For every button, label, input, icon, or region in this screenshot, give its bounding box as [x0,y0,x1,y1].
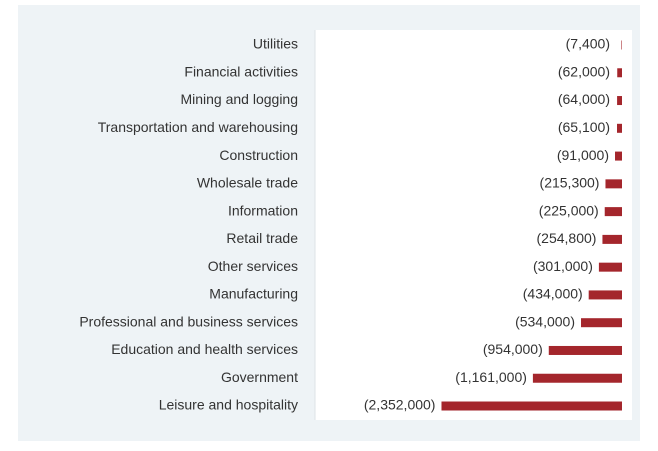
value-label: (1,161,000) [455,369,527,385]
bar [532,373,622,383]
bar [617,123,622,133]
value-label: (225,000) [539,202,599,218]
bar [604,207,622,217]
category-label: Professional and business services [79,313,298,329]
bar [441,401,622,411]
bar [602,234,622,244]
value-label: (64,000) [558,91,610,107]
bar [605,179,622,189]
category-label: Retail trade [226,230,298,246]
category-label: Mining and logging [180,91,298,107]
bar [588,290,622,300]
category-label: Leisure and hospitality [159,397,298,413]
category-label: Information [228,202,298,218]
value-label: (534,000) [515,313,575,329]
category-label: Construction [219,147,298,163]
value-label: (2,352,000) [364,397,436,413]
value-label: (301,000) [533,258,593,274]
value-label: (215,300) [540,175,600,191]
bar [617,68,622,78]
category-label: Financial activities [184,63,298,79]
category-label: Transportation and warehousing [98,119,298,135]
value-label: (434,000) [523,286,583,302]
bar [621,40,622,50]
plot-area [315,30,632,420]
category-label: Wholesale trade [197,175,298,191]
value-label: (7,400) [566,36,610,52]
bar [617,96,622,106]
value-label: (62,000) [558,63,610,79]
bar [598,262,622,272]
category-label: Government [221,369,298,385]
bar [581,318,622,328]
category-label: Education and health services [111,341,298,357]
value-label: (91,000) [557,147,609,163]
value-label: (954,000) [483,341,543,357]
bar [548,345,622,355]
value-label: (65,100) [558,119,610,135]
category-label: Other services [208,258,298,274]
category-label: Utilities [253,36,298,52]
bar [615,151,622,161]
value-label: (254,800) [537,230,597,246]
category-label: Manufacturing [209,286,298,302]
